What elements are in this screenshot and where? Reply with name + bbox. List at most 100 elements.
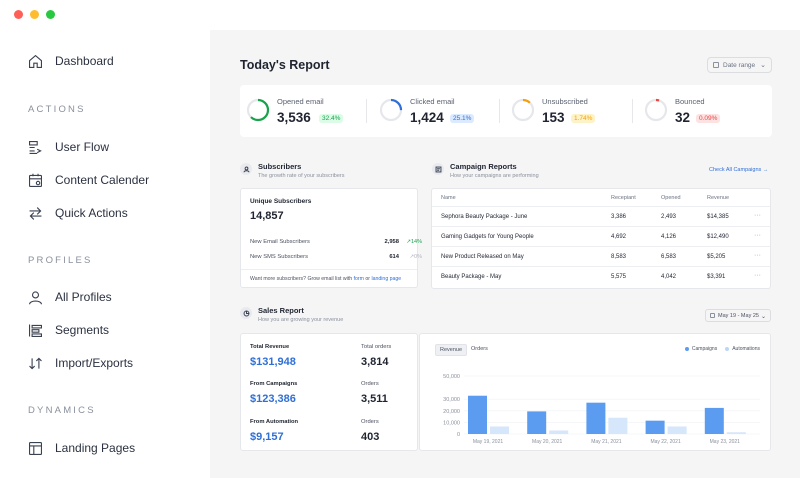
ring-progress xyxy=(246,98,270,122)
form-link[interactable]: form xyxy=(353,276,364,282)
legend-swatch xyxy=(684,347,689,351)
sidebar-item-dashboard[interactable]: Dashboard xyxy=(26,51,114,71)
arrow-right-icon: → xyxy=(762,167,769,173)
sidebar-item-user-flow[interactable]: User Flow xyxy=(26,137,109,157)
user-icon xyxy=(26,288,44,306)
table-row[interactable]: Sephora Beauty Package - June 3,386 2,49… xyxy=(432,206,770,226)
stat-badge: 32.4% xyxy=(319,114,344,123)
section-title-actions: ACTIONS xyxy=(28,104,86,115)
sales-date-select[interactable]: May 19 - May 25 ⌄ xyxy=(705,309,771,322)
stat-label: Opened email xyxy=(277,97,324,106)
maximize-window-button[interactable] xyxy=(46,10,55,19)
x-tick-label: May 22, 2021 xyxy=(650,439,681,445)
metric-money: $123,386 xyxy=(250,393,296,405)
metric-count-label: Orders xyxy=(361,381,379,387)
tab-revenue[interactable]: Revenue xyxy=(435,344,468,356)
unsubscribed-progress-ring xyxy=(511,98,535,122)
bar-automations xyxy=(726,432,746,434)
more-options-icon[interactable]: ··· xyxy=(754,272,761,279)
sidebar-item-segments[interactable]: Segments xyxy=(26,320,109,340)
section-title: Sales Report xyxy=(258,306,304,315)
stat-clicked-email: Clicked email 1,424 25.1% xyxy=(373,85,506,137)
page-title: Today's Report xyxy=(240,58,330,72)
subscribers-footer: Want more subscribers? Grow email list w… xyxy=(241,269,417,287)
sidebar-item-quick-actions[interactable]: Quick Actions xyxy=(26,203,128,223)
sidebar-item-content-calender[interactable]: Content Calender xyxy=(26,170,149,190)
stat-value: 1,424 xyxy=(410,110,444,125)
calendar-icon xyxy=(26,171,44,189)
sidebar-item-all-profiles[interactable]: All Profiles xyxy=(26,287,112,307)
pie-chart-icon xyxy=(240,307,252,319)
campaign-recipients: 5,575 xyxy=(611,274,627,280)
column-header-recipients: Recepiant xyxy=(611,195,636,201)
bar-automations xyxy=(549,430,569,434)
minimize-window-button[interactable] xyxy=(30,10,39,19)
y-tick-label: 20,000 xyxy=(443,409,460,415)
stat-badge: 0.09% xyxy=(696,114,721,123)
legend-label: Automations xyxy=(732,346,760,352)
row-value: 2,958 xyxy=(384,239,399,245)
campaign-opened: 2,493 xyxy=(661,214,677,220)
bar-automations xyxy=(608,417,628,434)
campaigns-header: Campaign Reports How your campaigns are … xyxy=(432,162,539,179)
campaign-opened: 6,583 xyxy=(661,254,677,260)
sales-chart-card: Revenue Orders Campaigns Automations 0 10… xyxy=(419,333,771,451)
more-options-icon[interactable]: ··· xyxy=(754,252,761,259)
ring-track xyxy=(511,98,535,122)
window-controls xyxy=(14,10,55,19)
row-change-value: 0% xyxy=(414,254,422,260)
sales-date-label: May 19 - May 25 xyxy=(718,313,759,319)
sidebar-item-label: Landing Pages xyxy=(55,441,136,455)
segments-icon xyxy=(26,321,44,339)
legend-automations: Automations xyxy=(725,346,760,352)
check-all-campaigns-link[interactable]: Check All Campaigns → xyxy=(709,167,768,173)
campaign-recipients: 3,386 xyxy=(611,214,627,220)
y-tick-label: 50,000 xyxy=(443,374,460,380)
divider xyxy=(632,99,633,123)
tab-orders[interactable]: Orders xyxy=(471,346,488,352)
chart-tabs: Revenue Orders xyxy=(435,344,492,356)
x-tick-label: May 20, 2021 xyxy=(532,439,563,445)
metric-label: From Automation xyxy=(250,419,299,425)
date-range-select[interactable]: Date range ⌄ xyxy=(707,57,772,73)
table-row[interactable]: Gaming Gadgets for Young People 4,692 4,… xyxy=(432,226,770,246)
row-label: New Email Subscribers xyxy=(250,239,310,245)
y-tick-label: 0 xyxy=(457,432,460,438)
metric-count: 3,814 xyxy=(361,356,389,368)
ring-progress xyxy=(511,98,535,122)
x-tick-label: May 23, 2021 xyxy=(710,439,741,445)
campaign-name: New Product Released on May xyxy=(441,254,524,260)
sidebar-item-landing-pages[interactable]: Landing Pages xyxy=(26,438,135,458)
row-change: ↗0% xyxy=(409,254,422,260)
campaign-revenue: $12,490 xyxy=(707,234,729,240)
bounced-progress-ring xyxy=(644,98,668,122)
table-row[interactable]: Beauty Package - May 5,575 4,042 $3,391 … xyxy=(432,266,770,286)
campaign-name: Gaming Gadgets for Young People xyxy=(441,234,534,240)
arrows-swap-icon xyxy=(26,204,44,222)
sidebar-item-import-exports[interactable]: Import/Exports xyxy=(26,353,133,373)
calendar-icon xyxy=(710,313,715,318)
y-tick-label: 30,000 xyxy=(443,397,460,403)
row-value: 614 xyxy=(389,254,399,260)
more-options-icon[interactable]: ··· xyxy=(754,212,761,219)
metric-label: From Campaigns xyxy=(250,381,298,387)
more-options-icon[interactable]: ··· xyxy=(754,232,761,239)
campaign-recipients: 4,692 xyxy=(611,234,627,240)
table-row[interactable]: New Product Released on May 8,583 6,583 … xyxy=(432,246,770,266)
metric-count: 403 xyxy=(361,431,380,443)
section-subtitle: The growth rate of your subscribers xyxy=(258,173,345,179)
chevron-down-icon: ⌄ xyxy=(760,314,766,320)
subscriber-row-email: New Email Subscribers 2,958 ↗14% xyxy=(250,239,422,245)
section-title-profiles: PROFILES xyxy=(28,255,93,266)
flow-icon xyxy=(26,138,44,156)
subscriber-row-sms: New SMS Subscribers 614 ↗0% xyxy=(250,254,422,260)
ring-progress xyxy=(644,98,668,122)
landing-page-link[interactable]: landing page xyxy=(371,276,402,282)
row-change: ↗14% xyxy=(406,239,422,245)
ring-track xyxy=(644,98,668,122)
campaigns-table: Name Recepiant Opened Revenue Sephora Be… xyxy=(431,188,771,289)
sidebar-item-label: User Flow xyxy=(55,140,110,154)
close-window-button[interactable] xyxy=(14,10,23,19)
section-title: Campaign Reports xyxy=(450,162,517,171)
stat-bounced: Bounced 32 0.09% xyxy=(638,85,771,137)
